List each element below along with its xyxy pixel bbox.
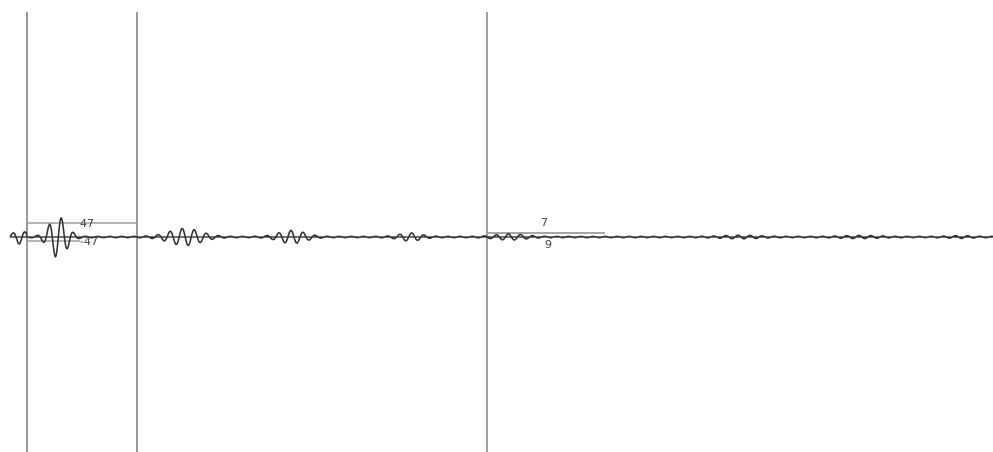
marker-2-top-label: 7: [541, 216, 548, 229]
marker-1-top-label: 47: [80, 217, 94, 230]
waveform-trace: [9, 216, 993, 258]
marker-1-bottom-label: -47: [80, 235, 98, 248]
marker-2-bottom-label: 9: [545, 238, 552, 251]
